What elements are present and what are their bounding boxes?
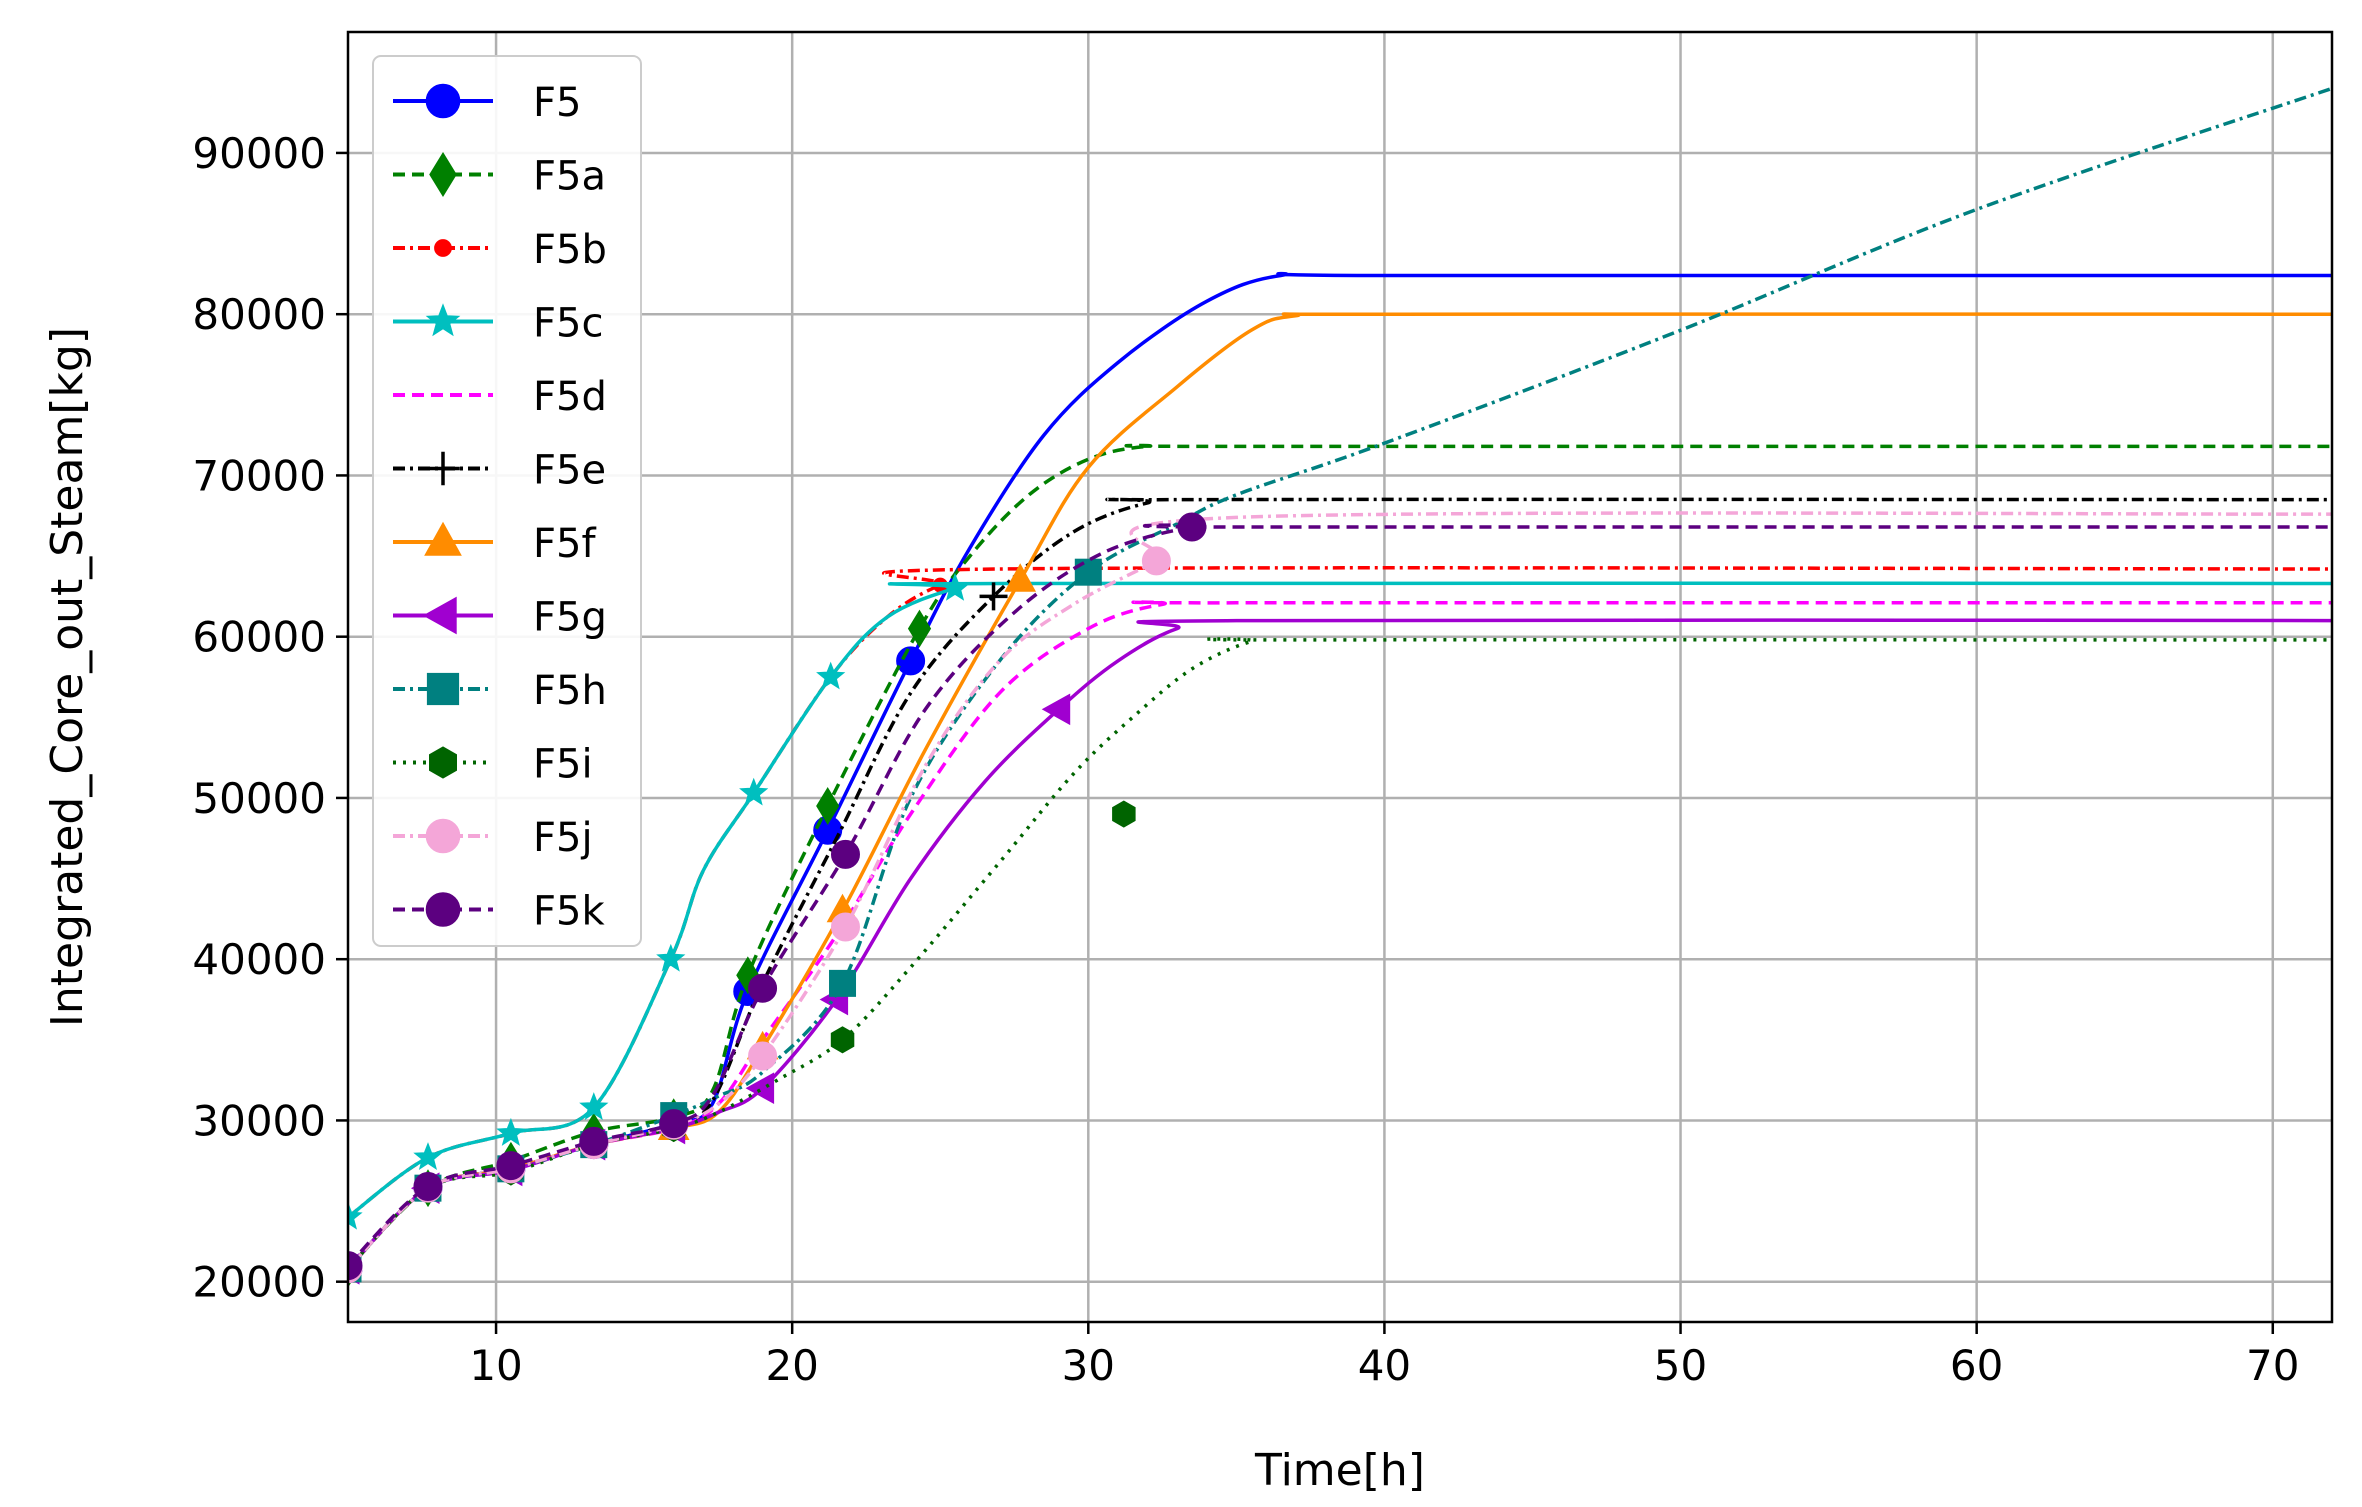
x-tick-label: 30: [1062, 1341, 1115, 1390]
data-point-f5e: [979, 582, 1008, 611]
y-tick-label: 80000: [192, 290, 326, 339]
x-tick-label: 60: [1950, 1341, 2003, 1390]
legend-label-f5d: F5d: [533, 374, 607, 420]
plot-area: [348, 32, 2332, 1322]
y-tick-label: 40000: [192, 935, 326, 984]
data-point-f5j: [1141, 546, 1171, 576]
legend-label-f5f: F5f: [533, 521, 596, 567]
legend-item-f5f: F5f: [393, 521, 596, 567]
x-tick-label: 50: [1654, 1341, 1707, 1390]
data-point-f5k: [413, 1172, 443, 1202]
legend-item-f5a: F5a: [393, 151, 606, 200]
data-point-f5k: [830, 839, 860, 869]
data-point-f5k: [348, 1251, 363, 1281]
data-point-f5c: [739, 777, 769, 806]
legend-label-f5i: F5i: [533, 742, 593, 788]
x-tick-label: 20: [765, 1341, 818, 1390]
legend-marker-f5h: [426, 672, 460, 706]
data-point-f5g: [745, 1072, 775, 1105]
legend: F5 F5a F5b F5c F5d F5e F5f F5g F5h F5i F5j F5k: [372, 55, 642, 947]
legend-item-f5i: F5i: [393, 742, 593, 788]
y-tick-label: 20000: [192, 1258, 326, 1307]
legend-item-f5c: F5c: [393, 301, 603, 347]
legend-marker-f5g: [422, 596, 457, 635]
legend-marker-f5j: [425, 818, 461, 854]
plot-frame: [346, 30, 2334, 1324]
legend-item-f5: F5: [393, 80, 581, 126]
data-point-f5i: [1112, 800, 1136, 828]
legend-label-f5e: F5e: [533, 448, 606, 494]
legend-item-f5b: F5b: [393, 227, 607, 273]
y-tick-label: 30000: [192, 1096, 326, 1145]
data-point-f5h: [829, 969, 857, 997]
data-point-f5a: [907, 609, 932, 648]
legend-label-f5g: F5g: [533, 595, 607, 641]
x-tick-label: 40: [1358, 1341, 1411, 1390]
legend-item-f5e: F5e: [393, 448, 606, 494]
x-tick-label: 70: [2246, 1341, 2299, 1390]
legend-label-f5b: F5b: [533, 227, 607, 273]
legend-marker-f5b: [434, 239, 452, 257]
series-f5c: [348, 572, 2332, 1230]
data-point-f5a: [816, 787, 840, 825]
x-axis-label: Time[h]: [1254, 1445, 1425, 1496]
legend-marker-f5k: [425, 892, 461, 927]
legend-marker-f5c: [425, 303, 461, 337]
series-line-f5k: [348, 523, 2332, 1267]
legend-marker-f5f: [424, 521, 462, 556]
data-point-f5k: [496, 1151, 526, 1181]
data-point-f5j: [748, 1041, 778, 1071]
legend-label-f5k: F5k: [533, 889, 605, 935]
legend-marker-f5: [425, 83, 461, 119]
legend-label-f5h: F5h: [533, 668, 607, 714]
data-point-f5: [896, 646, 926, 676]
data-point-f5c: [816, 661, 846, 690]
legend-marker-f5e: [426, 451, 460, 486]
data-point-f5k: [659, 1109, 689, 1139]
legend-item-f5j: F5j: [393, 815, 593, 861]
data-point-f5k: [1177, 512, 1207, 542]
data-point-f5g: [1041, 693, 1071, 726]
y-tick-label: 60000: [192, 613, 326, 662]
data-point-f5c: [940, 572, 970, 601]
legend-item-f5g: F5g: [393, 595, 607, 641]
y-tick-label: 70000: [192, 451, 326, 500]
data-point-f5k: [579, 1126, 609, 1156]
data-point-f5i: [830, 1026, 855, 1054]
data-point-f5c: [656, 943, 686, 972]
series-line-f5j: [348, 511, 2332, 1271]
y-tick-label: 50000: [192, 774, 326, 823]
data-point-f5k: [748, 973, 778, 1003]
x-tick-label: 10: [469, 1341, 522, 1390]
y-tick-label: 90000: [192, 129, 326, 178]
data-point-f5c: [413, 1142, 443, 1171]
series-line-f5h: [348, 86, 2332, 1271]
data-point-f5c: [496, 1117, 526, 1146]
data-point-f5c: [348, 1201, 363, 1230]
legend-label-f5a: F5a: [533, 154, 606, 200]
legend-marker-f5a: [429, 151, 457, 198]
legend-box: [372, 55, 642, 947]
legend-label-f5j: F5j: [533, 815, 593, 861]
data-point-f5f: [1004, 563, 1037, 592]
legend-item-f5k: F5k: [393, 889, 605, 935]
legend-label-f5: F5: [533, 80, 581, 126]
legend-marker-f5i: [429, 746, 457, 779]
y-axis-label: Integrated_Core_out_Steam[kg]: [42, 327, 93, 1027]
series-group: [348, 86, 2332, 1288]
legend-label-f5c: F5c: [533, 301, 603, 347]
data-point-f5h: [1074, 558, 1102, 586]
legend-item-f5h: F5h: [393, 668, 607, 714]
series-line-f5i: [348, 637, 2332, 1271]
data-point-f5j: [830, 912, 860, 942]
y-axis: 20000 30000 40000 50000 60000 70000 80000 90000: [192, 129, 348, 1307]
x-axis: 10 20 30 40 50 60 70: [469, 1322, 2300, 1390]
data-point-f5c: [579, 1092, 609, 1121]
legend-item-f5d: F5d: [393, 374, 607, 420]
series-f5k: [348, 512, 2332, 1281]
